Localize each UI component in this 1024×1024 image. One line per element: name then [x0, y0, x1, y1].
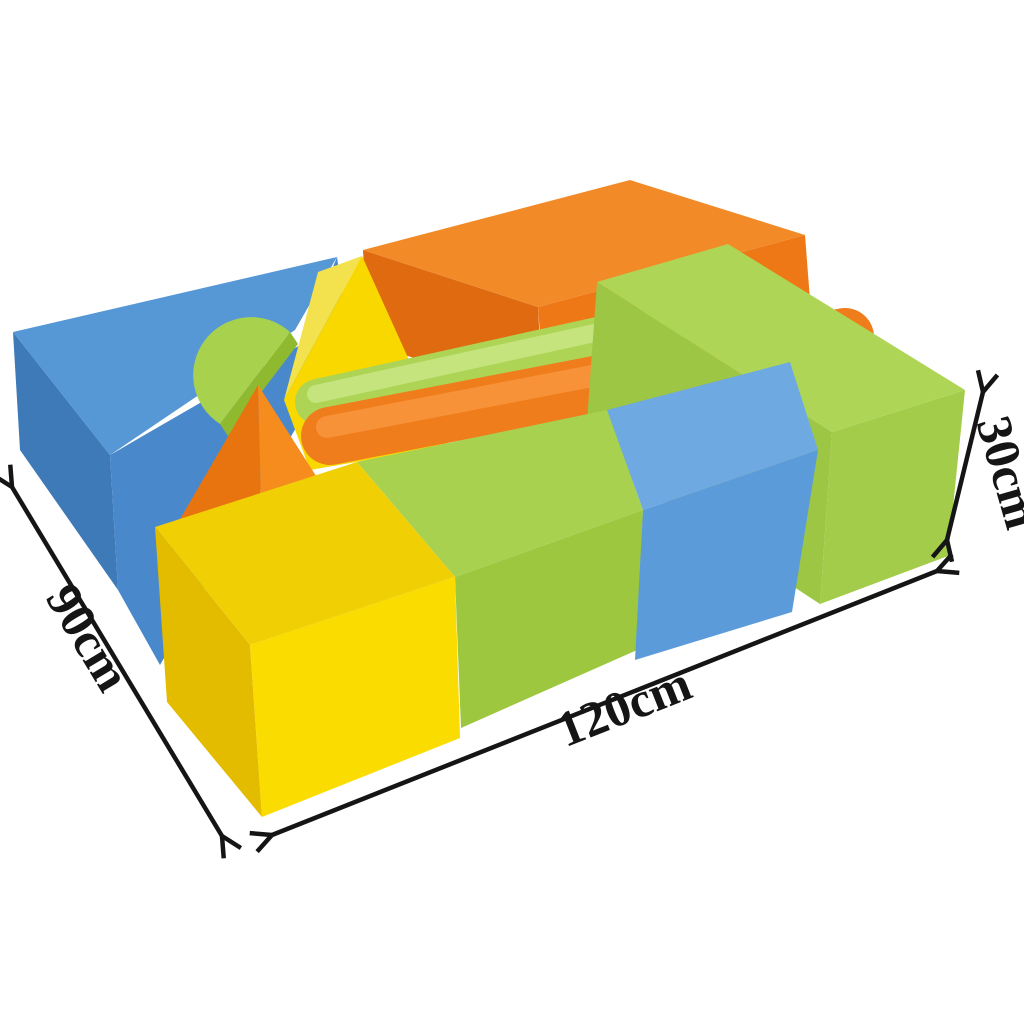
blue-wedge-top-face — [13, 257, 337, 455]
blue-cube-top-face — [607, 362, 818, 510]
orange-block-top-face — [363, 180, 805, 307]
green-block-end-face — [820, 390, 965, 604]
width-dimension-arrow — [272, 571, 937, 835]
green-half-disc-side — [220, 332, 298, 436]
height-dimension-arrow — [947, 392, 983, 540]
green-block-top-face — [597, 244, 965, 432]
green-cube-top-face — [357, 410, 643, 577]
depth-dimension-arrow — [12, 487, 222, 836]
green-half-disc — [193, 317, 290, 424]
height-dimension-label: 30cm — [966, 410, 1024, 535]
